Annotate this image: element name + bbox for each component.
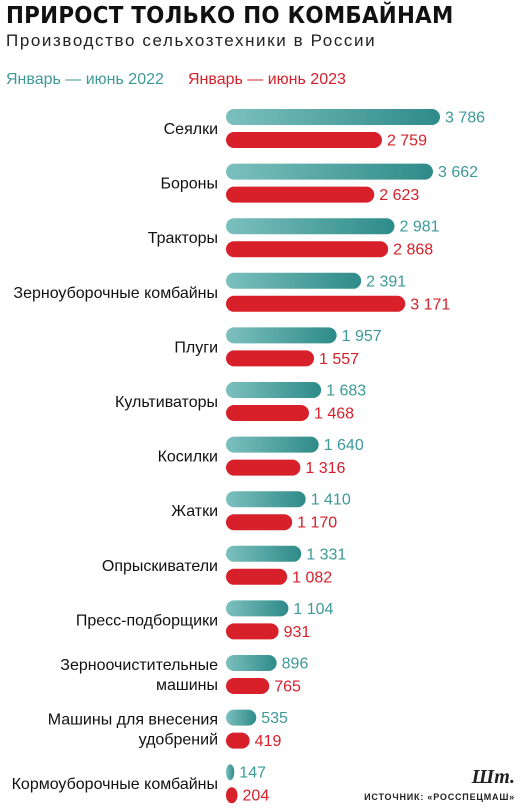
bar-2023 — [226, 459, 301, 476]
bar-2022 — [226, 163, 433, 180]
value-label-2022: 1 331 — [306, 546, 346, 563]
category-label: Жатки — [171, 503, 218, 520]
bar-2022 — [226, 600, 289, 617]
bar-2022 — [226, 545, 302, 562]
value-label-2022: 3 786 — [445, 110, 485, 127]
bar-2023 — [226, 405, 309, 421]
value-label-2022: 896 — [282, 656, 309, 673]
value-label-2022: 2 981 — [399, 219, 439, 236]
value-label-2022: 1 640 — [324, 437, 364, 454]
category-label: Тракторы — [148, 230, 218, 247]
bar-2023 — [226, 295, 406, 312]
bar-2023 — [226, 241, 389, 258]
category-label: Пресс-подборщики — [76, 612, 218, 629]
category-label: Плуги — [174, 339, 218, 356]
category-label: Кормоуборочные комбайны — [12, 776, 218, 793]
value-label-2023: 2 623 — [379, 187, 419, 204]
category-label: Культиваторы — [115, 394, 218, 411]
value-label-2023: 3 171 — [410, 296, 450, 313]
value-label-2023: 1 316 — [305, 460, 345, 477]
bar-2023 — [226, 732, 250, 749]
bar-2023 — [226, 350, 315, 367]
category-label: Косилки — [158, 449, 218, 466]
value-label-2023: 2 868 — [393, 242, 433, 259]
value-label-2022: 1 957 — [342, 328, 382, 345]
category-label: Бороны — [160, 176, 218, 193]
bar-2023 — [226, 623, 279, 640]
category-label: Машины для внесения — [48, 712, 218, 729]
category-label: Зерноуборочные комбайны — [13, 285, 218, 302]
value-label-2023: 2 759 — [387, 133, 427, 150]
bar-2022 — [226, 218, 395, 235]
bar-2022 — [226, 436, 319, 453]
value-label-2022: 1 104 — [293, 601, 333, 618]
value-label-2022: 1 683 — [326, 383, 366, 400]
bar-2023 — [226, 787, 238, 804]
bar-2022 — [226, 491, 306, 508]
value-label-2023: 1 468 — [314, 406, 354, 423]
value-label-2022: 3 662 — [438, 164, 478, 181]
category-label: удобрений — [139, 732, 218, 749]
value-label-2023: 765 — [274, 679, 301, 696]
category-label: Зерноочистительные — [60, 657, 218, 674]
bar-2022 — [226, 764, 235, 781]
legend-item-2023: Январь — июнь 2023 — [188, 71, 346, 88]
value-label-2023: 931 — [284, 624, 311, 641]
unit-label: Шт. — [471, 766, 515, 788]
value-label-2022: 2 391 — [366, 273, 406, 290]
value-label-2023: 1 557 — [319, 351, 359, 368]
value-label-2022: 1 410 — [311, 492, 351, 509]
value-label-2023: 204 — [243, 788, 270, 805]
chart-title: ПРИРОСТ ТОЛЬКО ПО КОМБАЙНАМ — [6, 3, 454, 29]
bar-2023 — [226, 678, 270, 694]
bar-2023 — [226, 514, 293, 531]
chart-subtitle: Производство сельхозтехники в России — [6, 31, 377, 50]
category-label: Сеялки — [164, 121, 218, 138]
value-label-2023: 1 170 — [297, 515, 337, 532]
bar-2023 — [226, 568, 288, 585]
bar-2022 — [226, 272, 362, 289]
source-note: ИСТОЧНИК: «РОССПЕЦМАШ» — [364, 792, 515, 802]
value-label-2023: 1 082 — [292, 569, 332, 586]
category-label: Опрыскиватели — [102, 558, 218, 575]
bar-2023 — [226, 132, 382, 148]
value-label-2022: 147 — [239, 765, 266, 782]
value-label-2023: 419 — [255, 733, 282, 750]
category-label: машины — [156, 677, 218, 694]
bar-2023 — [226, 186, 375, 203]
value-label-2022: 535 — [261, 710, 288, 727]
bar-2022 — [226, 109, 440, 125]
bar-2022 — [226, 709, 257, 726]
legend-item-2022: Январь — июнь 2022 — [6, 71, 164, 88]
bar-2022 — [226, 655, 277, 671]
bar-2022 — [226, 382, 322, 398]
bar-2022 — [226, 327, 337, 344]
